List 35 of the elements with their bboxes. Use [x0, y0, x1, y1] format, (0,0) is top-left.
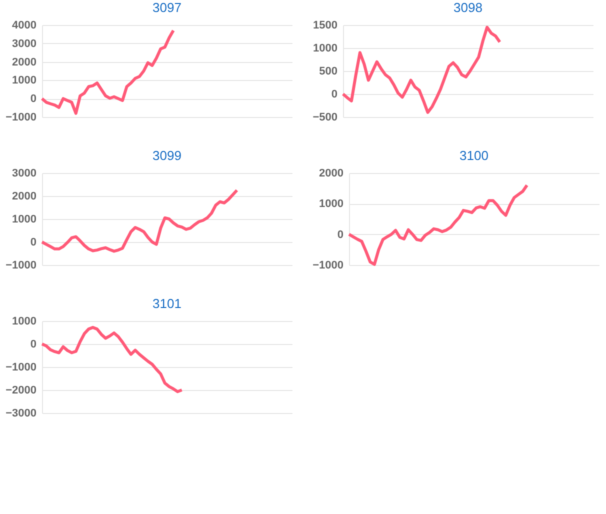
y-tick-label: 1000 [12, 214, 36, 226]
y-tick-label: 0 [331, 88, 338, 100]
y-tick-label: 1500 [313, 20, 338, 32]
chart-title: 3099 [152, 148, 182, 163]
y-tick-label: 3000 [12, 168, 36, 180]
line-series [348, 184, 528, 266]
y-tick-label: 0 [337, 228, 344, 241]
line-series [342, 26, 502, 114]
y-tick-label: 0 [30, 236, 36, 248]
y-tick-label: −2000 [6, 384, 36, 396]
chart-title: 3098 [454, 0, 482, 15]
chart-title: 3100 [460, 148, 488, 163]
y-tick-label: −500 [312, 112, 338, 124]
y-tick-label: −1000 [312, 260, 344, 272]
y-tick-label: 0 [30, 93, 36, 106]
y-tick-label: 0 [30, 338, 36, 350]
y-tick-label: 4000 [12, 20, 36, 32]
y-tick-label: 2000 [12, 190, 36, 202]
y-tick-label: 1000 [313, 42, 338, 54]
y-tick-label: −3000 [6, 408, 36, 420]
y-tick-label: −1000 [6, 112, 36, 124]
y-tick-label: 1000 [12, 74, 36, 87]
y-tick-label: 1000 [319, 198, 344, 210]
y-tick-label: 2000 [12, 56, 36, 68]
line-series [40, 188, 238, 253]
y-tick-label: 1000 [12, 316, 36, 328]
chart-title: 3097 [152, 0, 182, 15]
y-tick-label: −1000 [6, 362, 36, 374]
y-tick-label: 2000 [319, 168, 344, 180]
line-series [40, 326, 184, 394]
y-tick-label: 500 [319, 66, 338, 78]
y-tick-label: −1000 [6, 260, 36, 272]
y-tick-label: 3000 [12, 38, 36, 50]
chart-title: 3101 [152, 296, 182, 311]
line-series [40, 29, 175, 115]
